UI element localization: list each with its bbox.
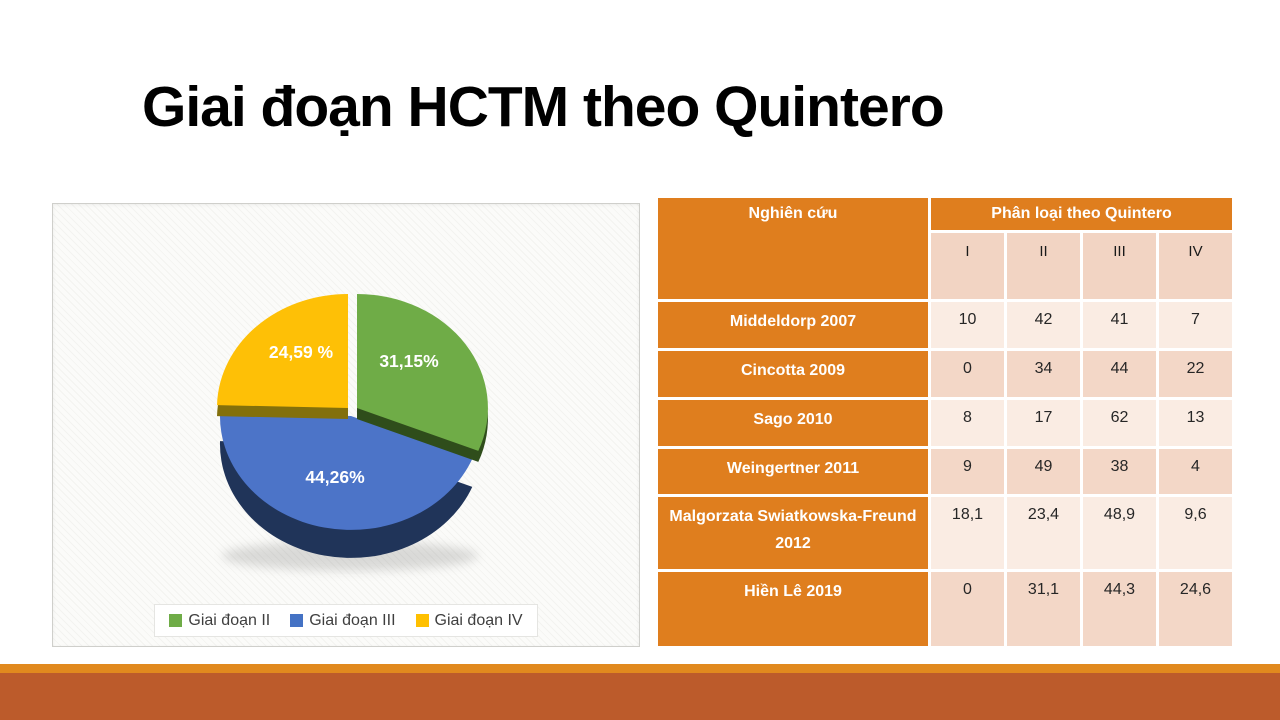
table-value-cell: 44 [1083,351,1156,397]
table-row-label: Sago 2010 [658,400,928,446]
legend-label: Giai đoạn IV [434,611,523,629]
pie-slice-II[interactable] [357,294,488,451]
data-table: Nghiên cứu Phân loại theo Quintero I II II… [658,198,1232,646]
table-value-cell: 62 [1083,400,1156,446]
table-value-cell: 4 [1159,449,1232,494]
table-row-label: Cincotta 2009 [658,351,928,397]
chart-legend: Giai đoạn II Giai đoạn III Giai đoạn IV [154,604,538,637]
table-header-nghien-cuu: Nghiên cứu [658,198,928,299]
pie-slice-III[interactable] [219,413,473,530]
bottom-band [0,673,1280,720]
table-row-label: Weingertner 2011 [658,449,928,494]
legend-item[interactable]: Giai đoạn III [290,611,396,630]
table-value-cell: 10 [931,302,1004,348]
table-subheader-cell: I [931,233,1004,299]
table-value-cell: 9 [931,449,1004,494]
bottom-accent-strip [0,664,1280,673]
table-value-cell: 42 [1007,302,1080,348]
pie-label-II: 31,15% [379,351,439,371]
table-value-cell: 0 [931,351,1004,397]
pie-slice-IV[interactable] [217,294,348,408]
table-header-group: Phân loại theo Quintero [931,198,1232,230]
legend-label: Giai đoạn III [309,611,396,629]
pie-chart-panel: 24,59 % 31,15% 44,26% Giai đoạn II Giai đ… [52,203,640,647]
table-value-cell: 24,6 [1159,572,1232,646]
table-row-label: Middeldorp 2007 [658,302,928,348]
legend-swatch-icon [169,614,183,627]
pie-label-III: 44,26% [305,467,365,487]
table-value-cell: 17 [1007,400,1080,446]
table-value-cell: 18,1 [931,497,1004,569]
table-value-cell: 49 [1007,449,1080,494]
table-value-cell: 22 [1159,351,1232,397]
table-subheader-cell: II [1007,233,1080,299]
legend-swatch-icon [290,614,304,627]
table-value-cell: 13 [1159,400,1232,446]
table-value-cell: 41 [1083,302,1156,348]
table-value-cell: 44,3 [1083,572,1156,646]
table-subheader-cell: IV [1159,233,1232,299]
table-value-cell: 0 [931,572,1004,646]
table-value-cell: 34 [1007,351,1080,397]
legend-label: Giai đoạn II [188,611,271,629]
table-value-cell: 9,6 [1159,497,1232,569]
pie-chart: 24,59 % 31,15% 44,26% [217,294,488,571]
pie-label-IV: 24,59 % [269,342,334,362]
table-value-cell: 8 [931,400,1004,446]
table-subheader-cell: III [1083,233,1156,299]
legend-item[interactable]: Giai đoạn IV [415,611,523,630]
table-value-cell: 48,9 [1083,497,1156,569]
table-value-cell: 23,4 [1007,497,1080,569]
table-value-cell: 31,1 [1007,572,1080,646]
slide-title: Giai đoạn HCTM theo Quintero [142,75,945,139]
legend-item[interactable]: Giai đoạn II [169,612,270,630]
legend-swatch-icon [415,614,429,627]
table-value-cell: 38 [1083,449,1156,494]
table-row-label: Malgorzata Swiatkowska-Freund 2012 [658,497,928,569]
table-row-label: Hiền Lê 2019 [658,572,928,646]
table-value-cell: 7 [1159,302,1232,348]
